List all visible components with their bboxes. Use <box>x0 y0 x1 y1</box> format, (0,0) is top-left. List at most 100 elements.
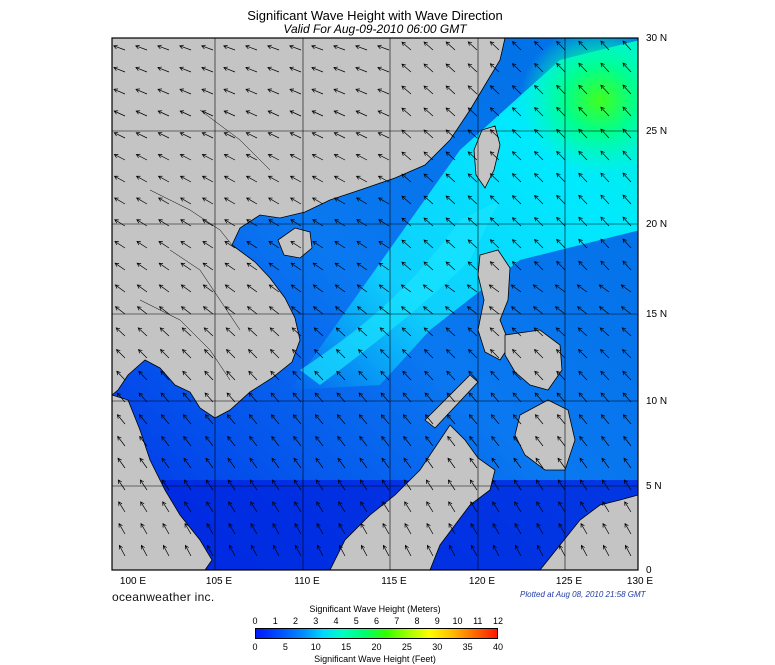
wave-arrow <box>180 241 192 249</box>
colorbar-meters-tick: 7 <box>394 616 400 626</box>
wave-arrow <box>179 44 192 51</box>
wave-arrow <box>624 544 632 557</box>
wave-arrow <box>223 44 236 51</box>
wave-arrow <box>113 110 126 117</box>
wave-arrow <box>335 327 346 337</box>
wave-arrow <box>401 239 412 249</box>
wave-arrow <box>268 241 280 249</box>
wave-arrow <box>157 44 170 51</box>
colorbar-feet-tick: 15 <box>341 642 352 652</box>
wave-arrow <box>184 501 192 513</box>
wave-arrow <box>554 306 566 315</box>
wave-arrow <box>203 349 214 359</box>
wave-arrow <box>267 44 280 51</box>
wave-arrow <box>377 88 390 95</box>
wave-arrow <box>601 479 610 491</box>
wave-arrow <box>248 414 258 425</box>
colorbar-feet-tick: 25 <box>401 642 412 652</box>
wave-arrow <box>272 501 280 513</box>
wave-arrow <box>116 414 126 425</box>
wave-arrow <box>337 457 346 469</box>
wave-arrow <box>378 262 390 271</box>
wave-arrow <box>425 479 434 491</box>
wave-arrow <box>445 327 456 337</box>
colorbar-meters-tick: 12 <box>492 616 503 626</box>
wave-arrow <box>578 106 588 117</box>
wave-arrow <box>621 349 632 359</box>
wave-arrow <box>448 522 456 535</box>
wave-arrow <box>136 262 148 271</box>
wave-arrow <box>556 370 566 381</box>
wave-arrow <box>157 154 170 161</box>
wave-arrow <box>489 63 500 73</box>
high-wave-zone <box>520 38 638 175</box>
wave-arrow <box>490 370 500 381</box>
wave-arrow <box>333 110 346 117</box>
wave-arrow <box>268 197 280 205</box>
wave-arrow <box>356 219 368 227</box>
wave-arrow <box>184 522 192 535</box>
wave-arrow <box>466 306 478 315</box>
wave-arrow <box>511 129 522 139</box>
lon-label-120e: 120 E <box>468 576 496 587</box>
wave-arrow <box>602 522 610 535</box>
wave-arrow <box>116 392 126 403</box>
wave-arrow <box>311 44 324 51</box>
colorbar-meters-tick: 10 <box>452 616 463 626</box>
wave-arrow <box>514 501 522 513</box>
wave-arrow <box>359 435 368 447</box>
wave-arrow <box>311 132 324 139</box>
wave-arrow <box>511 261 522 271</box>
wave-arrow <box>489 239 500 249</box>
wave-arrow <box>312 241 324 249</box>
wave-arrow <box>491 457 500 469</box>
wave-arrow <box>401 41 412 51</box>
wave-arrow <box>622 260 632 271</box>
wave-arrow <box>535 457 544 469</box>
wave-arrow <box>622 128 632 139</box>
wave-arrow <box>490 414 500 425</box>
colorbar-meters-tick: 9 <box>434 616 440 626</box>
wave-arrow <box>311 110 324 117</box>
wave-arrow <box>445 85 456 95</box>
wave-arrow <box>469 435 478 447</box>
wave-arrow <box>534 194 544 205</box>
wave-arrow <box>355 175 368 183</box>
wave-arrow <box>467 107 478 117</box>
wave-arrow <box>403 457 412 469</box>
wave-arrow <box>290 197 302 205</box>
wave-arrow <box>162 544 170 557</box>
wave-arrow <box>183 457 192 469</box>
wave-arrow <box>179 66 192 73</box>
wave-arrow <box>510 284 522 293</box>
lon-label-130e: 130 E <box>626 576 654 587</box>
wave-arrow <box>379 327 390 337</box>
wave-arrow <box>227 435 236 447</box>
wave-arrow <box>358 370 368 381</box>
wave-arrow <box>467 151 478 161</box>
wave-arrow <box>271 479 280 491</box>
lon-label-125e: 125 E <box>555 576 583 587</box>
wave-arrow <box>514 544 522 557</box>
wave-arrow <box>600 172 610 183</box>
colorbar-meters-tick: 5 <box>353 616 359 626</box>
wave-arrow <box>601 457 610 469</box>
wave-arrow <box>511 107 522 117</box>
wave-arrow <box>578 128 588 139</box>
wave-arrow <box>201 132 214 139</box>
wave-arrow <box>114 284 126 293</box>
wave-arrow <box>311 66 324 73</box>
wave-arrow <box>140 501 148 513</box>
wave-arrow <box>489 327 500 337</box>
wave-arrow <box>359 479 368 491</box>
wave-arrow <box>334 219 346 227</box>
wave-arrow <box>622 172 632 183</box>
wave-arrow <box>578 40 588 51</box>
wave-arrow <box>180 219 192 227</box>
wave-arrow <box>228 544 236 557</box>
wave-arrow <box>312 197 324 205</box>
colorbar-meters-tick: 11 <box>473 616 483 626</box>
wave-arrow <box>290 262 302 271</box>
wave-arrow <box>599 327 610 337</box>
wave-arrow <box>292 370 302 381</box>
